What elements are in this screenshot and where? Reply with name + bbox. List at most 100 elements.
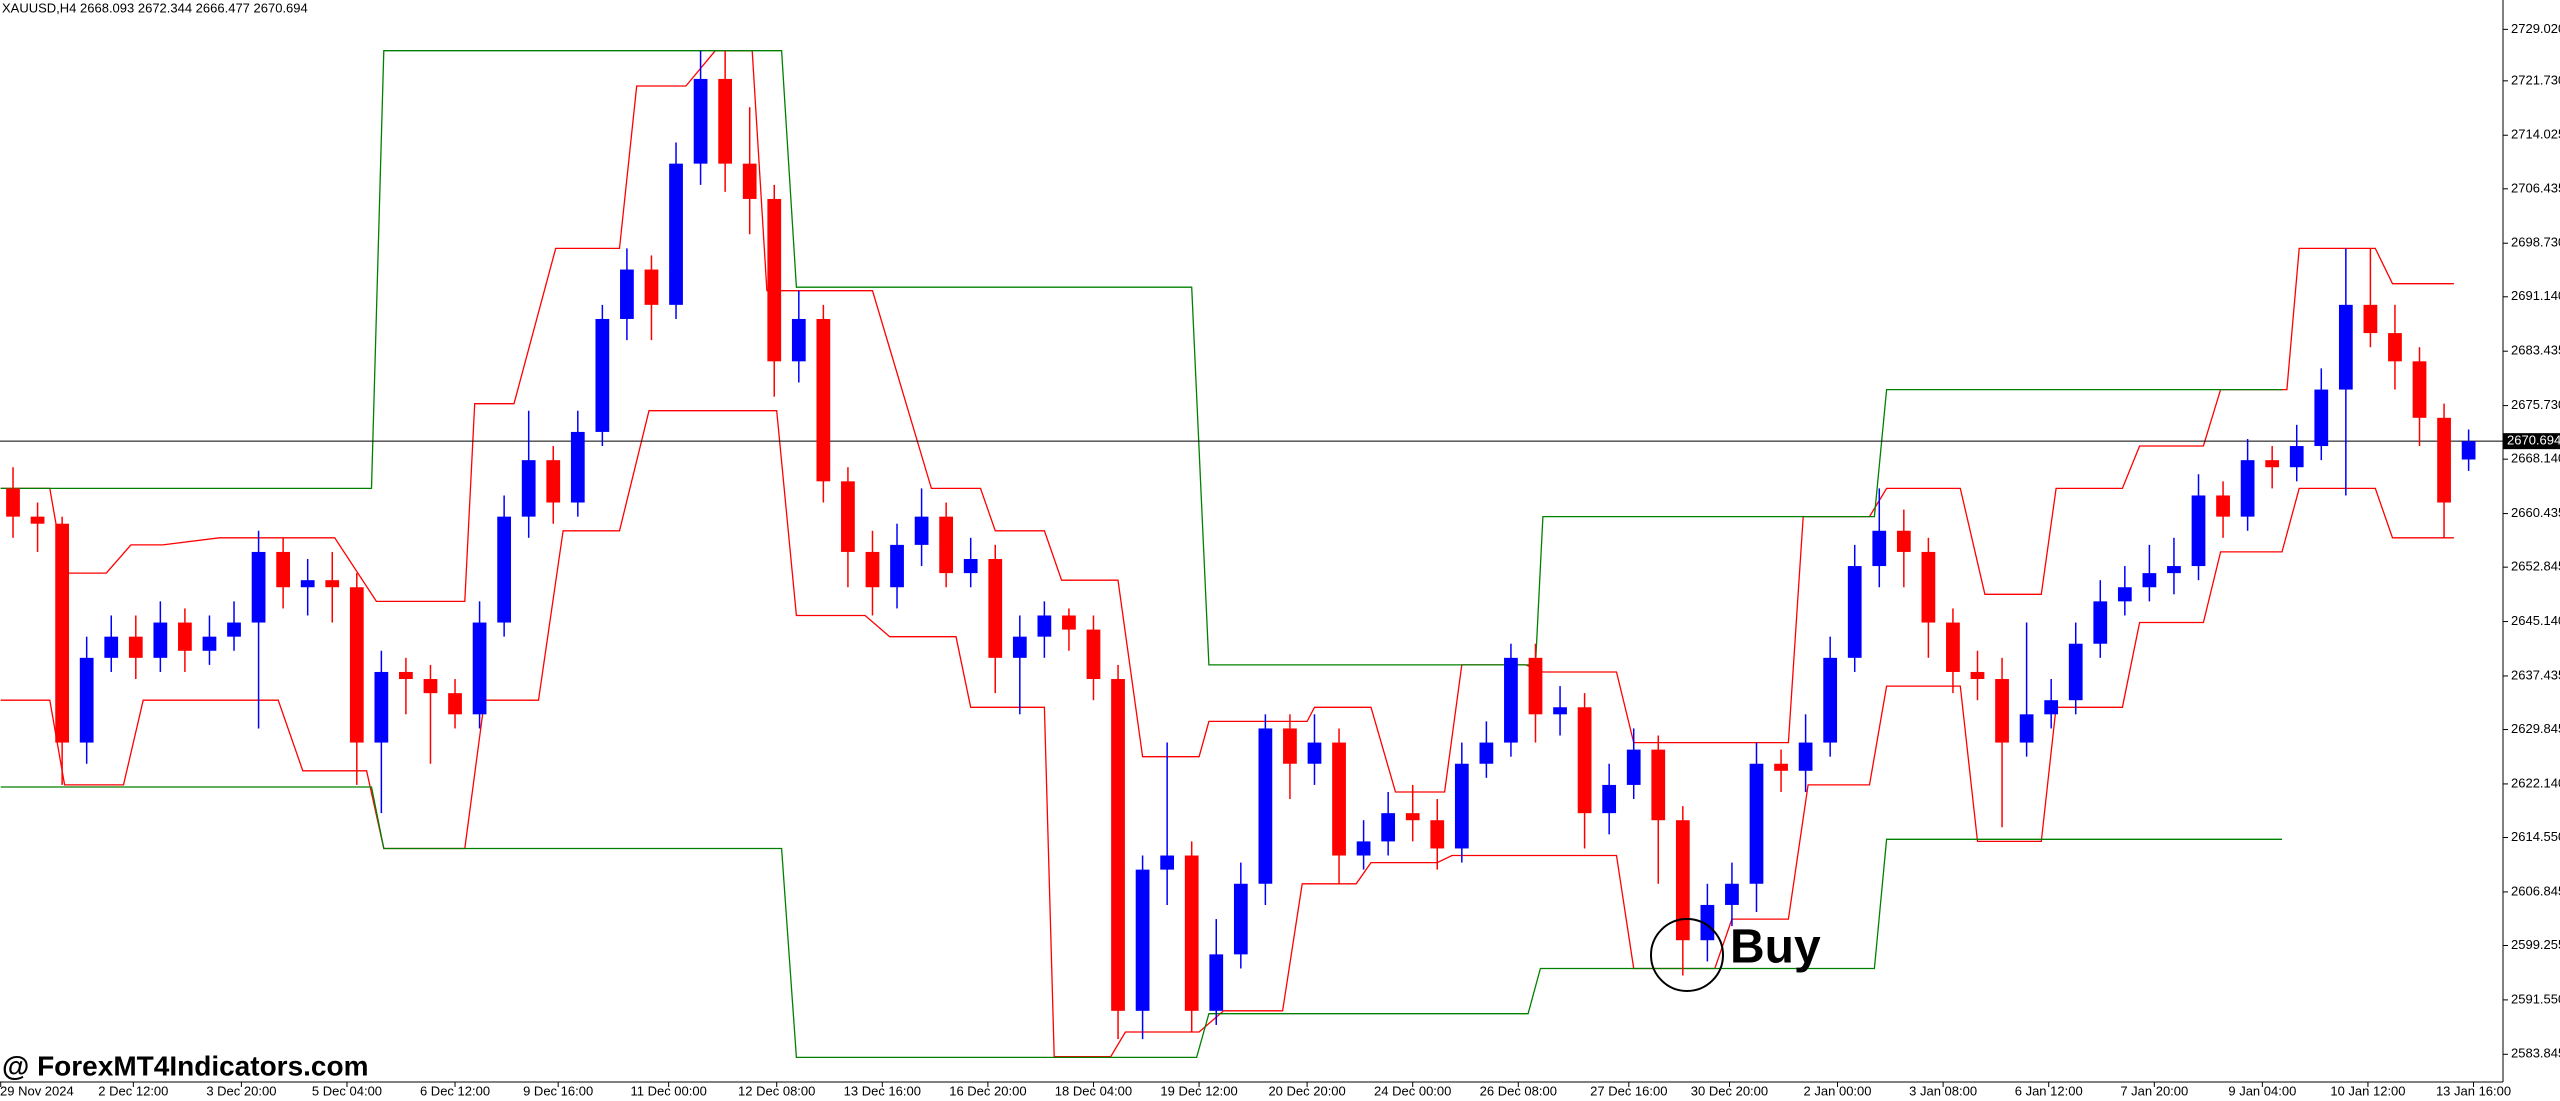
x-tick-label: 29 Nov 2024 — [0, 1083, 74, 1098]
y-tick-label: 2729.020 — [2511, 21, 2560, 36]
x-tick-label: 2 Dec 12:00 — [98, 1083, 168, 1098]
candle-body — [1283, 728, 1297, 764]
candle-body — [374, 671, 389, 743]
candle-body — [202, 636, 217, 651]
last-price-box — [2503, 433, 2560, 450]
x-tick-label: 3 Jan 08:00 — [1909, 1083, 1977, 1098]
candle-body — [644, 269, 659, 305]
candle-body — [2216, 495, 2230, 517]
candle-body — [2412, 361, 2427, 418]
candle-body — [521, 460, 536, 517]
candle-body — [1111, 679, 1125, 1011]
y-tick-label: 2629.845 — [2511, 721, 2560, 736]
channel-line — [0, 50, 2282, 666]
candle-body — [890, 544, 904, 588]
y-tick-label: 2637.435 — [2511, 667, 2560, 682]
x-tick-label: 6 Dec 12:00 — [420, 1083, 490, 1098]
candle-body — [865, 551, 880, 588]
candle-body — [620, 269, 634, 319]
y-tick-label: 2614.550 — [2511, 829, 2560, 844]
x-tick-label: 7 Jan 20:00 — [2120, 1083, 2188, 1098]
candle-body — [841, 481, 855, 552]
y-tick-label: 2721.730 — [2511, 72, 2560, 87]
candle-body — [1160, 855, 1175, 870]
candle-body — [2289, 446, 2304, 468]
y-tick-label: 2599.255 — [2511, 937, 2560, 952]
candle-body — [669, 163, 683, 305]
candle-body — [1798, 742, 1813, 771]
candle-body — [2117, 587, 2132, 602]
candle-body — [1184, 855, 1199, 1011]
candle-body — [1626, 749, 1641, 785]
candle-body — [963, 559, 978, 574]
candle-body — [1528, 657, 1543, 715]
y-tick-label: 2668.140 — [2511, 451, 2560, 466]
candle-body — [2191, 495, 2206, 567]
y-tick-label: 2660.435 — [2511, 505, 2560, 520]
x-tick-label: 3 Dec 20:00 — [206, 1083, 276, 1098]
y-tick-label: 2714.025 — [2511, 127, 2560, 142]
candle-body — [1356, 841, 1371, 856]
x-tick-label: 6 Jan 12:00 — [2015, 1083, 2083, 1098]
candle-body — [718, 78, 733, 164]
candle-body — [2068, 643, 2083, 701]
candle-body — [2044, 700, 2059, 715]
candle-body — [1970, 671, 1985, 680]
candle-body — [1381, 813, 1396, 842]
y-tick-label: 2652.845 — [2511, 559, 2560, 574]
x-tick-label: 26 Dec 08:00 — [1480, 1083, 1557, 1098]
y-tick-label: 2622.140 — [2511, 775, 2560, 790]
candle-body — [1209, 954, 1224, 1011]
x-tick-label: 10 Jan 12:00 — [2330, 1083, 2405, 1098]
candle-body — [1774, 763, 1788, 771]
candle-body — [1086, 629, 1101, 680]
candle-body — [1037, 615, 1052, 637]
candle-body — [1553, 707, 1567, 715]
candle-body — [2461, 441, 2476, 460]
candle-body — [2388, 333, 2402, 362]
candle-body — [178, 622, 192, 651]
candle-body — [2363, 304, 2378, 334]
candle-body — [2093, 601, 2108, 644]
candle-body — [1504, 657, 1518, 743]
candle-body — [325, 580, 340, 588]
y-tick-label: 2698.730 — [2511, 235, 2560, 250]
candle-body — [227, 622, 241, 637]
x-tick-label: 9 Jan 04:00 — [2228, 1083, 2296, 1098]
candle-body — [791, 318, 806, 362]
candle-body — [1995, 679, 2009, 743]
last-price-label: 2670.694 — [2507, 433, 2560, 448]
candle-body — [300, 580, 315, 588]
candle-body — [349, 587, 364, 743]
candle-body — [1062, 615, 1076, 630]
candle-body — [1946, 622, 1960, 672]
candle-body — [693, 78, 708, 164]
x-tick-label: 13 Dec 16:00 — [844, 1083, 921, 1098]
candle-body — [1233, 883, 1248, 955]
channel-line — [0, 50, 2454, 793]
watermark: @ ForexMT4Indicators.com — [2, 1050, 369, 1081]
candle-body — [399, 671, 413, 680]
x-tick-label: 2 Jan 00:00 — [1804, 1083, 1872, 1098]
x-tick-label: 11 Dec 00:00 — [630, 1083, 706, 1098]
x-tick-label: 9 Dec 16:00 — [523, 1083, 593, 1098]
channel-line — [0, 786, 2282, 1059]
candle-body — [30, 516, 45, 524]
candle-body — [1896, 530, 1911, 552]
candle-body — [1651, 749, 1666, 821]
candle-body — [251, 551, 266, 623]
chart-title: XAUUSD,H4 2668.093 2672.344 2666.477 267… — [2, 0, 308, 15]
candle-body — [767, 198, 782, 362]
candle-body — [570, 431, 585, 503]
y-tick-label: 2706.435 — [2511, 180, 2560, 195]
y-tick-label: 2675.730 — [2511, 397, 2560, 412]
candle-body — [55, 523, 70, 743]
candle-body — [914, 516, 929, 545]
candle-body — [79, 657, 94, 743]
candle-body — [2019, 714, 2034, 743]
candle-body — [2265, 460, 2280, 468]
x-tick-label: 30 Dec 20:00 — [1691, 1083, 1768, 1098]
